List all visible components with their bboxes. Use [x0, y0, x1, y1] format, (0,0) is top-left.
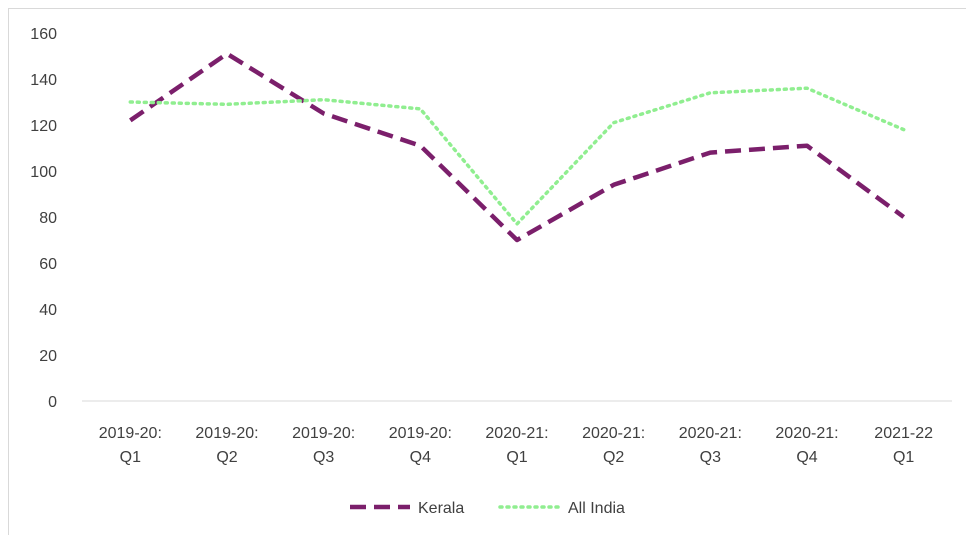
x-axis: 2019-20: Q1 2019-20: Q2 2019-20: Q3 2019-20: Q4… — [82, 400, 952, 466]
chart-area — [8, 8, 966, 535]
y-tick-label: 80 — [39, 210, 57, 227]
x-tick-label: 2019-20: Q2 — [195, 425, 258, 466]
y-axis: 0 20 40 60 80 100 120 140 160 — [30, 26, 57, 411]
y-tick-label: 120 — [30, 118, 57, 135]
legend-label: All India — [568, 500, 625, 517]
x-tick-label: 2021-22 Q1 — [874, 425, 933, 466]
y-tick-label: 100 — [30, 164, 57, 181]
y-tick-label: 0 — [48, 394, 57, 411]
x-tick-label: 2020-21: Q2 — [582, 425, 645, 466]
legend: Kerala All India — [350, 500, 625, 517]
y-tick-label: 40 — [39, 302, 57, 319]
series-layer — [128, 51, 906, 243]
x-tick-label: 2020-21: Q4 — [775, 425, 838, 466]
x-tick-label: 2019-20: Q3 — [292, 425, 355, 466]
x-tick-label: 2019-20: Q4 — [389, 425, 452, 466]
series-line-kerala — [129, 51, 906, 243]
y-tick-label: 20 — [39, 348, 57, 365]
y-tick-label: 160 — [30, 26, 57, 43]
y-tick-label: 140 — [30, 72, 57, 89]
y-tick-label: 60 — [39, 256, 57, 273]
legend-label: Kerala — [418, 500, 464, 517]
x-tick-label: 2020-21: Q1 — [485, 425, 548, 466]
series-line-all-india — [128, 86, 906, 226]
x-tick-label: 2020-21: Q3 — [679, 425, 742, 466]
x-tick-label: 2019-20: Q1 — [99, 425, 162, 466]
